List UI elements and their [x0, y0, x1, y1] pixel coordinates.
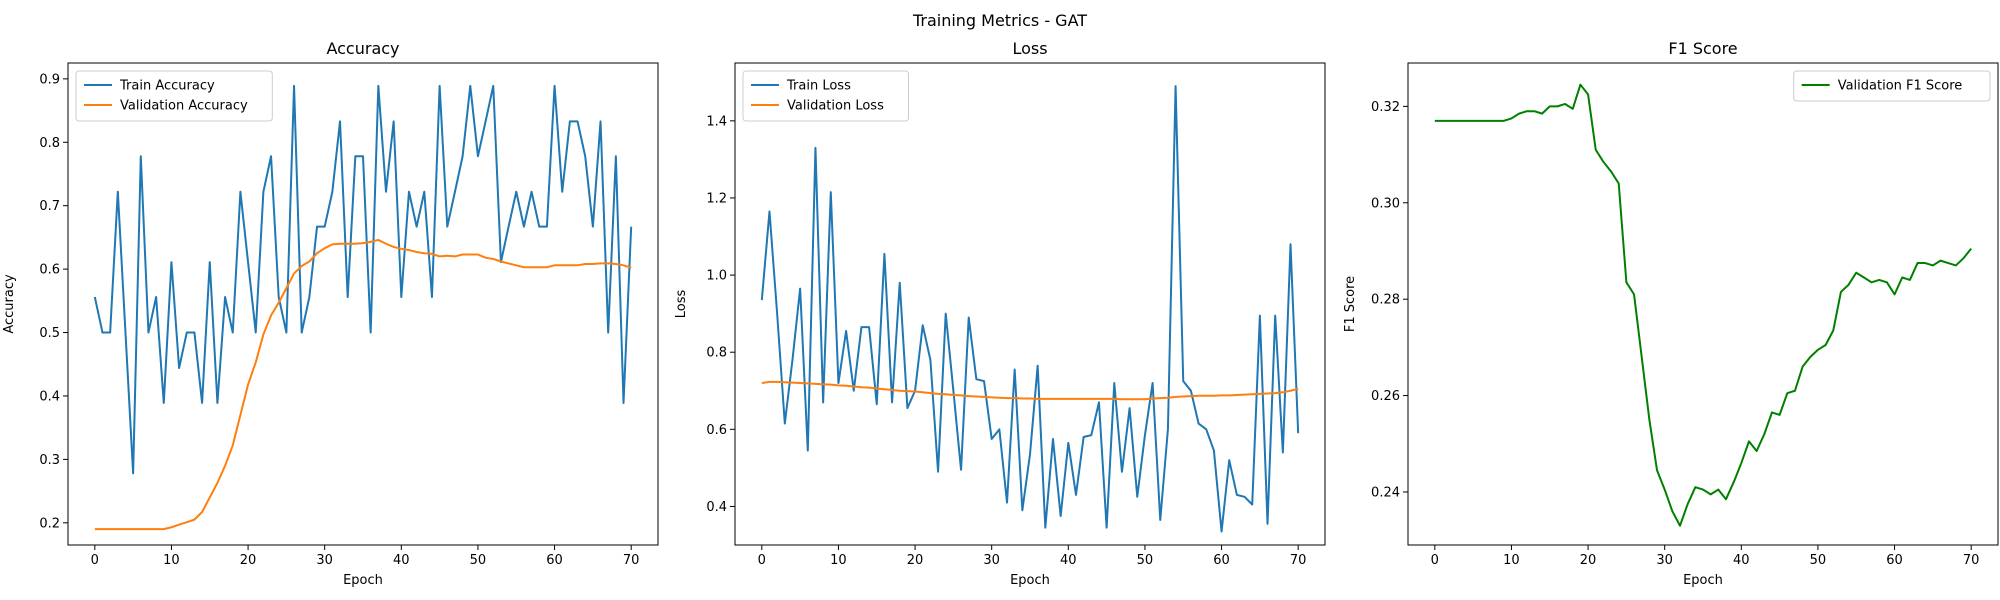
y-tick-label: 1.2 [706, 191, 727, 206]
x-tick-label: 20 [1580, 553, 1597, 568]
subplot-loss: Loss 0 10 20 30 40 50 60 70 0.4 0.6 0.8 1.0 1.2 1.4 Epo… [674, 39, 1326, 588]
y-tick-label: 0.4 [39, 389, 60, 404]
y-tick-label: 0.7 [39, 199, 60, 214]
x-axis-label: Epoch [343, 573, 383, 588]
y-tick-label: 0.26 [1371, 389, 1400, 404]
y-tick-label: 0.8 [706, 346, 727, 361]
legend: Train Loss Validation Loss [742, 70, 909, 122]
x-tick-label: 70 [1290, 553, 1307, 568]
figure-suptitle: Training Metrics - GAT [912, 11, 1087, 30]
x-tick-label: 70 [623, 553, 640, 568]
legend-label: Validation Loss [787, 99, 884, 114]
plot-frame [1407, 62, 1999, 546]
series-line-train-loss [760, 85, 1300, 533]
y-tick-label: 0.9 [39, 72, 60, 87]
y-tick-label: 0.28 [1371, 293, 1400, 308]
x-tick-label: 50 [1137, 553, 1154, 568]
x-tick-label: 30 [316, 553, 333, 568]
legend-label: Train Accuracy [119, 79, 215, 94]
x-tick-label: 10 [830, 553, 847, 568]
series-line-validation-loss [761, 380, 1299, 401]
legend-label: Train Loss [786, 79, 851, 94]
x-tick-label: 40 [1060, 553, 1077, 568]
y-tick-label: 0.6 [706, 423, 727, 438]
x-tick-label: 70 [1963, 553, 1980, 568]
series-line-validation-f1-score [1434, 83, 1972, 527]
y-tick-label: 0.5 [39, 326, 60, 341]
plot-frame [734, 62, 1326, 546]
x-tick-label: 20 [907, 553, 924, 568]
legend: Train Accuracy Validation Accuracy [75, 70, 273, 122]
y-tick-label: 0.8 [39, 136, 60, 151]
series-line-validation-accuracy [94, 238, 632, 531]
subplot-title: Accuracy [326, 39, 399, 58]
legend-box [1793, 70, 1991, 102]
y-axis-label: F1 Score [1343, 276, 1358, 332]
x-tick-label: 50 [470, 553, 487, 568]
x-tick-label: 0 [91, 553, 99, 568]
y-tick-label: 0.6 [39, 263, 60, 278]
x-tick-label: 50 [1810, 553, 1827, 568]
x-tick-label: 0 [1431, 553, 1439, 568]
y-tick-label: 0.24 [1371, 485, 1400, 500]
x-tick-label: 10 [1503, 553, 1520, 568]
subplot-title: Loss [1012, 39, 1047, 58]
x-tick-label: 10 [163, 553, 180, 568]
x-tick-label: 30 [983, 553, 1000, 568]
subplot-title: F1 Score [1668, 39, 1737, 58]
x-axis-label: Epoch [1010, 573, 1050, 588]
subplot-accuracy: Accuracy 0 10 20 30 40 50 60 70 0.2 0.3 0.4 0.5 0.6 0.… [2, 39, 659, 588]
y-axis-label: Loss [674, 290, 689, 319]
x-tick-label: 30 [1656, 553, 1673, 568]
x-tick-label: 60 [1213, 553, 1230, 568]
y-axis-label: Accuracy [2, 274, 17, 334]
x-tick-label: 60 [1886, 553, 1903, 568]
series-line-train-accuracy [93, 84, 633, 475]
legend-box [75, 70, 273, 122]
legend-label: Validation F1 Score [1838, 79, 1963, 94]
legend-box [742, 70, 909, 122]
x-tick-label: 0 [758, 553, 766, 568]
x-tick-label: 20 [240, 553, 257, 568]
y-tick-label: 1.0 [706, 269, 727, 284]
y-tick-label: 0.30 [1371, 196, 1400, 211]
x-tick-label: 40 [1733, 553, 1750, 568]
y-tick-label: 0.32 [1371, 100, 1400, 115]
legend: Validation F1 Score [1793, 70, 1991, 102]
y-tick-label: 0.3 [39, 453, 60, 468]
y-tick-label: 1.4 [706, 114, 727, 129]
y-tick-label: 0.2 [39, 516, 60, 531]
subplot-f1-score: F1 Score 0 10 20 30 40 50 60 70 0.24 0.26 0.28 0.30 0… [1343, 39, 1999, 588]
y-tick-label: 0.4 [706, 500, 727, 515]
x-tick-label: 40 [393, 553, 410, 568]
legend-label: Validation Accuracy [120, 99, 248, 114]
x-axis-label: Epoch [1683, 573, 1723, 588]
plot-frame [67, 62, 659, 546]
x-tick-label: 60 [546, 553, 563, 568]
